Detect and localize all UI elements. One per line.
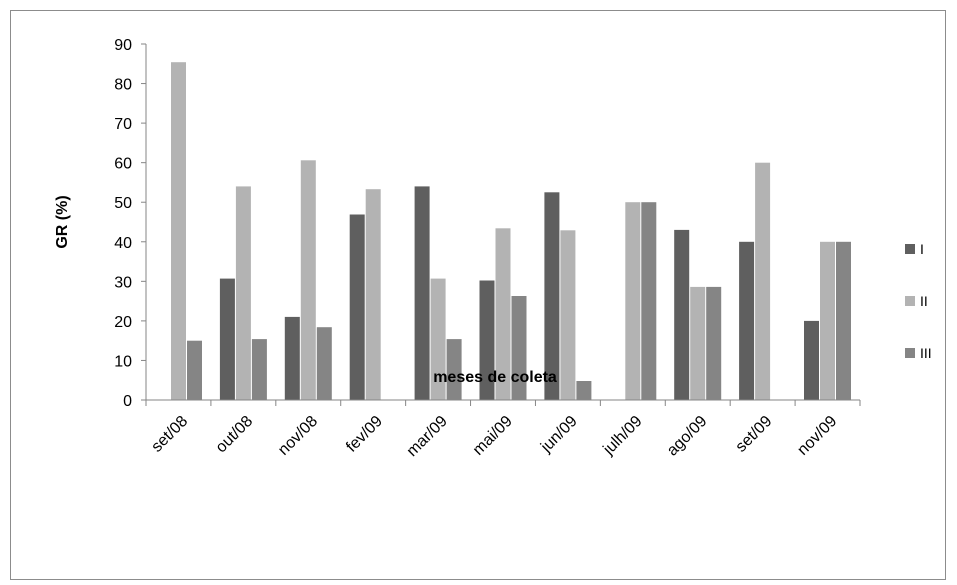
- bar-II-mar/09: [430, 278, 446, 400]
- y-axis-title: GR (%): [54, 195, 71, 248]
- y-tick-label-0: 0: [123, 393, 132, 410]
- x-tick-label-nov/09: nov/09: [794, 413, 840, 459]
- bar-III-nov/09: [836, 241, 851, 400]
- bar-I-set/09: [739, 241, 755, 400]
- bar-I-mai/09: [479, 280, 495, 400]
- bar-III-ago/09: [706, 286, 722, 400]
- legend-label-I: I: [920, 241, 924, 257]
- x-tick-label-jun/09: jun/09: [537, 413, 581, 457]
- x-tick-label-set/09: set/09: [733, 413, 776, 456]
- bar-I-jun/09: [544, 192, 560, 400]
- legend-label-III: III: [920, 345, 932, 361]
- bar-II-out/08: [235, 186, 251, 400]
- y-tick-label-30: 30: [114, 274, 132, 291]
- x-tick-label-mar/09: mar/09: [404, 413, 451, 460]
- bar-III-mar/09: [446, 339, 462, 400]
- x-tick-label-fev/09: fev/09: [343, 413, 386, 456]
- bar-II-set/09: [755, 162, 771, 400]
- y-tick-label-10: 10: [114, 353, 132, 370]
- bar-III-julh/09: [641, 202, 657, 400]
- bar-I-mar/09: [414, 186, 430, 400]
- bar-II-fev/09: [365, 189, 381, 400]
- y-tick-label-90: 90: [114, 37, 132, 54]
- bar-III-mai/09: [511, 296, 527, 400]
- legend-swatch-III: [905, 348, 915, 358]
- x-tick-label-set/08: set/08: [148, 413, 191, 456]
- bar-I-ago/09: [674, 229, 690, 400]
- x-axis-title: meses de coleta: [433, 369, 557, 386]
- y-tick-label-70: 70: [114, 116, 132, 133]
- y-tick-label-40: 40: [114, 235, 132, 252]
- bar-I-out/08: [219, 278, 235, 400]
- legend-swatch-II: [905, 296, 915, 306]
- bar-II-set/08: [171, 62, 186, 400]
- x-tick-label-julh/09: julh/09: [600, 413, 646, 459]
- y-tick-label-80: 80: [114, 77, 132, 94]
- bar-III-nov/08: [316, 327, 332, 400]
- plot-area: 0 10 20 30 40 50 60 70 80 90 set/08 out/08 nov/08 fev…: [114, 37, 861, 460]
- bar-III-out/08: [251, 339, 267, 400]
- bar-II-jun/09: [560, 230, 576, 400]
- y-tick-label-20: 20: [114, 314, 132, 331]
- x-tick-label-ago/09: ago/09: [664, 413, 711, 460]
- bar-I-nov/08: [284, 316, 300, 400]
- bar-II-julh/09: [625, 202, 641, 400]
- bar-III-set/08: [187, 340, 202, 400]
- x-tick-label-nov/08: nov/08: [275, 413, 321, 459]
- y-tick-label-60: 60: [114, 156, 132, 173]
- legend-label-II: II: [920, 293, 928, 309]
- bar-II-mai/09: [495, 228, 511, 400]
- x-tick-label-out/08: out/08: [213, 413, 257, 457]
- bar-II-nov/09: [820, 241, 835, 400]
- bar-I-fev/09: [349, 214, 365, 400]
- bar-III-jun/09: [576, 381, 592, 400]
- y-tick-label-50: 50: [114, 195, 132, 212]
- bar-I-nov/09: [804, 320, 819, 400]
- chart-frame: [10, 10, 946, 580]
- bar-II-nov/08: [300, 160, 316, 400]
- legend-swatch-I: [905, 244, 915, 254]
- x-tick-label-mai/09: mai/09: [470, 413, 516, 459]
- bar-II-ago/09: [690, 286, 706, 400]
